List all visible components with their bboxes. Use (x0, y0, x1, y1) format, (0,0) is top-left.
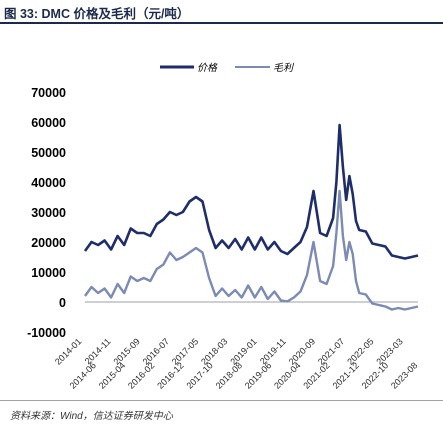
price-margin-chart: 价格 毛利 -10000 0 10000 20000 30000 40000 50000 60… (27, 62, 419, 391)
x-tick-label: 2019-11 (258, 336, 288, 366)
y-tick-label: 60000 (31, 116, 66, 130)
figure-footer: 资料来源：Wind，信达证券研发中心 (0, 400, 443, 436)
x-tick-label: 2017-10 (184, 360, 214, 390)
x-tick-label: 2016-12 (155, 360, 185, 390)
y-tick-label: 40000 (31, 176, 66, 190)
y-tick-label: -10000 (27, 326, 66, 340)
series-line-margin (84, 189, 419, 311)
y-tick-label: 10000 (31, 266, 66, 280)
x-tick-label: 2015-04 (97, 360, 127, 390)
x-tick-label: 2021-02 (301, 360, 331, 390)
source-note: 资料来源：Wind，信达证券研发中心 (10, 411, 173, 422)
x-tick-label: 2014-01 (53, 336, 83, 366)
x-tick-label: 2022-10 (360, 360, 390, 390)
x-tick-label: 2017-05 (170, 336, 200, 366)
x-tick-label: 2016-02 (126, 360, 156, 390)
y-tick-label: 20000 (31, 236, 66, 250)
plot-area (83, 123, 419, 311)
x-tick-label: 2014-06 (68, 360, 98, 390)
figure-title: 图 33: DMC 价格及毛利（元/吨） (4, 7, 190, 21)
figure-header: 图 33: DMC 价格及毛利（元/吨） (0, 0, 443, 24)
x-tick-label: 2014-11 (83, 336, 113, 366)
x-tick-label: 2018-03 (199, 336, 229, 366)
x-tick-label: 2018-08 (214, 360, 244, 390)
x-tick-label: 2020-09 (287, 336, 317, 366)
legend-label-price: 价格 (197, 62, 218, 74)
x-tick-label: 2015-09 (111, 336, 141, 366)
x-tick-label: 2019-01 (228, 336, 258, 366)
x-tick-label: 2023-03 (374, 336, 404, 366)
y-tick-label: 70000 (31, 86, 66, 100)
x-tick-label: 2016-07 (141, 336, 171, 366)
x-tick-label: 2021-07 (316, 336, 346, 366)
x-tick-label: 2022-05 (345, 336, 375, 366)
x-tick-label: 2020-04 (272, 360, 302, 390)
x-tick-label: 2019-06 (243, 360, 273, 390)
x-axis: 2014-012014-062014-112015-042015-092016-… (53, 301, 419, 391)
legend-label-margin: 毛利 (273, 62, 295, 74)
x-tick-label: 2023-08 (389, 360, 419, 390)
legend: 价格 毛利 (160, 62, 295, 74)
series-line-price (83, 123, 419, 260)
y-tick-label: 0 (59, 296, 66, 310)
y-axis: -10000 0 10000 20000 30000 40000 50000 60000 700… (27, 86, 66, 340)
y-tick-label: 30000 (31, 206, 66, 220)
y-tick-label: 50000 (31, 146, 66, 160)
x-tick-label: 2021-12 (331, 360, 361, 390)
